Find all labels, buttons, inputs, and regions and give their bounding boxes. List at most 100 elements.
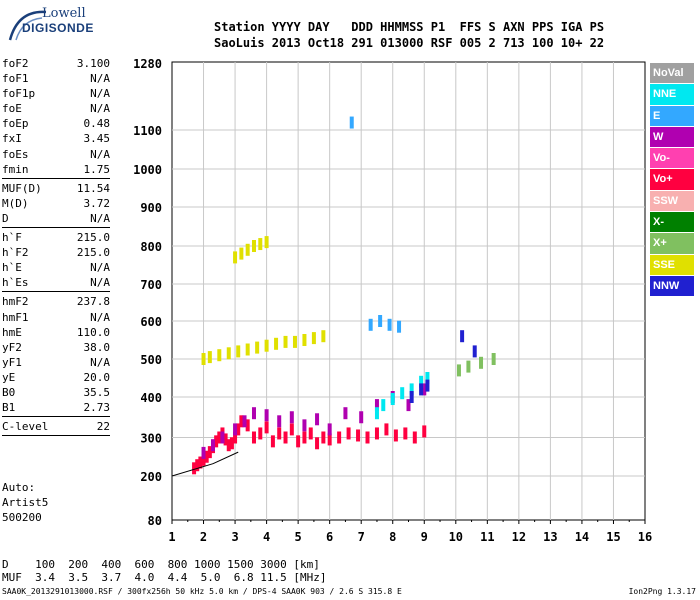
x-tick-label: 8 — [389, 530, 396, 544]
parameter-name: foEs — [2, 147, 29, 161]
parameter-value: N/A — [90, 211, 110, 225]
y-tick-label: 800 — [140, 240, 162, 254]
data-point-vominus — [258, 427, 263, 440]
autoscaling-info: Auto: Artist5 500200 — [2, 480, 48, 525]
parameter-value: 1.75 — [83, 162, 111, 176]
x-tick-label: 14 — [575, 530, 589, 544]
parameter-value: 22 — [96, 420, 110, 434]
data-point-sse — [283, 335, 288, 348]
parameter-name: h`E — [2, 261, 22, 275]
x-tick-label: 9 — [421, 530, 428, 544]
data-point-vominus — [251, 431, 256, 444]
parameter-group-profile: hmF2 237.8 hmF1 N/A hmE 110.0 yF2 38.0 yF1 N/A yE 2… — [2, 294, 110, 415]
parameter-value: 3.45 — [83, 132, 111, 146]
data-point-w — [210, 439, 215, 452]
data-point-vominus — [302, 431, 307, 444]
data-point-sse — [233, 251, 238, 264]
parameter-value: N/A — [90, 276, 110, 290]
data-point-vominus — [223, 433, 228, 446]
parameter-value: 215.0 — [76, 246, 110, 260]
data-point-vominus — [327, 433, 332, 446]
data-point-w — [302, 419, 307, 432]
data-point-e — [387, 318, 392, 331]
parameter-name: yE — [2, 370, 16, 384]
data-point-w — [242, 415, 247, 428]
parameter-value: 2.73 — [83, 401, 111, 415]
data-point-vominus — [346, 427, 351, 440]
parameter-row: foE N/A — [2, 101, 110, 116]
data-point-w — [374, 399, 379, 412]
auto-program: Artist5 — [2, 496, 49, 509]
polarization-legend: NoVal NNE E W Vo- Vo+ SSW X- X+ SSE NNW — [650, 63, 694, 297]
data-point-sse — [255, 341, 260, 354]
data-point-sse — [251, 240, 256, 252]
parameter-row: B1 2.73 — [2, 400, 110, 415]
legend-entry-nne: NNE — [650, 84, 694, 105]
data-point-vominus — [308, 427, 313, 440]
parameter-name: foF1p — [2, 87, 36, 101]
y-tick-label: 500 — [140, 353, 162, 367]
parameter-name: h`F2 — [2, 246, 29, 260]
parameter-row: D N/A — [2, 211, 110, 226]
data-point-w — [201, 446, 206, 459]
data-point-nne — [381, 399, 386, 412]
parameter-row: foEp 0.48 — [2, 116, 110, 131]
divider — [2, 416, 110, 418]
parameter-row: B0 35.5 — [2, 385, 110, 400]
data-point-vominus — [356, 429, 361, 442]
divider — [2, 435, 110, 437]
logo-line2: DIGISONDE — [22, 21, 94, 35]
parameter-value: 35.5 — [83, 385, 111, 399]
parameter-group-muf: MUF(D) 11.54 M(D) 3.72 D N/A — [2, 181, 110, 226]
parameter-name: B0 — [2, 385, 16, 399]
parameter-row: hmF2 237.8 — [2, 294, 110, 309]
parameter-name: yF2 — [2, 340, 22, 354]
parameter-row: foF1p N/A — [2, 86, 110, 101]
data-point-sse — [207, 351, 212, 364]
data-point-sse — [264, 236, 269, 249]
header-values: SaoLuis 2013 Oct18 291 013000 RSF 005 2 … — [214, 36, 605, 50]
legend-entry-w: W — [650, 126, 694, 148]
data-point-nne — [425, 372, 430, 384]
data-point-e — [378, 315, 383, 327]
parameter-name: fxI — [2, 132, 22, 146]
data-point-nne — [419, 375, 424, 388]
profile-line — [212, 451, 239, 465]
data-point-w — [359, 411, 364, 424]
y-tick-label: 1100 — [133, 124, 162, 138]
parameter-value: 3.72 — [83, 196, 111, 210]
logo-arc-icon — [8, 10, 47, 41]
parameter-value: 11.54 — [76, 181, 110, 195]
data-point-vominus — [229, 437, 234, 450]
header-labels: Station YYYY DAY DDD HHMMSS P1 FFS S AXN… — [214, 20, 605, 34]
data-point-xminus — [479, 356, 484, 369]
parameter-name: yF1 — [2, 355, 22, 369]
parameter-value: 3.100 — [76, 57, 110, 70]
data-point-vominus — [412, 431, 417, 444]
x-tick-label: 5 — [295, 530, 302, 544]
parameter-row: foF1 N/A — [2, 71, 110, 86]
x-tick-label: 7 — [358, 530, 365, 544]
parameter-name: hmF1 — [2, 310, 29, 324]
data-point-vominus — [198, 456, 203, 469]
data-point-vominus — [283, 431, 288, 444]
data-point-w — [327, 423, 332, 436]
data-point-vominus — [403, 427, 408, 440]
data-point-vominus — [393, 429, 398, 442]
data-point-sse — [239, 247, 244, 260]
parameter-name: B1 — [2, 401, 16, 415]
data-point-nnw — [409, 391, 414, 403]
data-point-vominus — [245, 419, 250, 432]
y-tick-label: 200 — [140, 470, 162, 484]
data-point-nnw — [460, 330, 465, 343]
data-point-vominus — [207, 446, 212, 459]
data-point-e — [368, 318, 373, 331]
data-point-sse — [321, 330, 326, 343]
data-point-w — [233, 423, 238, 436]
legend-entry-vominus: Vo+ — [650, 169, 694, 190]
parameter-value: 237.8 — [76, 295, 110, 309]
parameter-name: M(D) — [2, 196, 29, 210]
data-point-vominus — [422, 425, 427, 438]
parameter-row: yE 20.0 — [2, 370, 110, 385]
